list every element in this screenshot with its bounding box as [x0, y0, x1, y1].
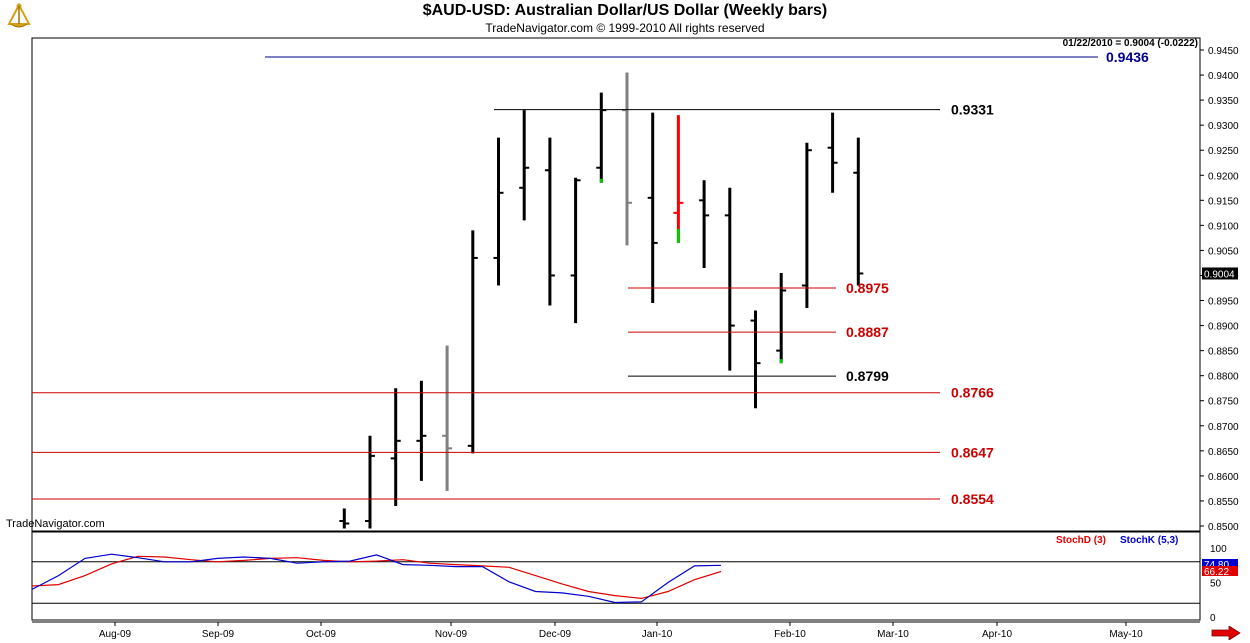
stoch-d-value-box: [1202, 566, 1238, 576]
level-label-0-8799: 0.8799: [846, 368, 889, 384]
time-axis-label: Sep-09: [202, 629, 235, 640]
time-axis-label: Aug-09: [99, 629, 132, 640]
stoch-k-legend: StochK (5,3): [1120, 535, 1178, 546]
price-axis-label: 0.9250: [1208, 146, 1239, 157]
price-axis-label: 0.9350: [1208, 96, 1239, 107]
price-axis-label: 0.9300: [1208, 121, 1239, 132]
price-axis-label: 0.8800: [1208, 372, 1239, 383]
level-label-0-9436: 0.9436: [1106, 49, 1149, 65]
level-label-0-9331: 0.9331: [951, 102, 994, 118]
watermark-text: TradeNavigator.com: [6, 518, 105, 530]
chart-title: $AUD-USD: Australian Dollar/US Dollar (W…: [422, 2, 828, 19]
level-label-0-8766: 0.8766: [951, 385, 994, 401]
price-axis-label: 0.8650: [1208, 447, 1239, 458]
stoch-panel-frame: [31, 531, 1201, 621]
stoch-d-legend: StochD (3): [1056, 535, 1106, 546]
price-axis-label: 0.8600: [1208, 472, 1239, 483]
price-panel-frame: [31, 37, 1201, 532]
level-label-0-8975: 0.8975: [846, 280, 889, 296]
stoch-axis-label: 100: [1210, 544, 1227, 555]
price-axis-label: 0.8700: [1208, 422, 1239, 433]
stoch-k-line: [31, 553, 722, 604]
price-axis-label: 0.9050: [1208, 246, 1239, 257]
time-axis-label: Mar-10: [877, 629, 909, 640]
last-price-label: 0.9004: [1204, 269, 1235, 280]
price-axis-label: 0.8950: [1208, 297, 1239, 308]
scroll-right-arrow-icon[interactable]: [1211, 626, 1241, 640]
price-axis-label: 0.8750: [1208, 397, 1239, 408]
price-axis-label: 0.8500: [1208, 522, 1239, 533]
price-axis-label: 0.9400: [1208, 71, 1239, 82]
price-axis-label: 0.8550: [1208, 497, 1239, 508]
time-axis-label: Feb-10: [774, 629, 806, 640]
last-price-marker: [1202, 267, 1238, 280]
stoch-d-value: 66.22: [1204, 567, 1229, 578]
stoch-k-value: 74.80: [1204, 560, 1229, 571]
price-axis-label: 0.9150: [1208, 196, 1239, 207]
time-axis-label: Oct-09: [306, 629, 336, 640]
stoch-axis-label: 50: [1210, 579, 1222, 590]
last-quote-text: 01/22/2010 = 0.9004 (-0.0222): [1063, 38, 1198, 49]
stoch-k-value-box: [1202, 559, 1238, 569]
time-axis-label: Dec-09: [539, 629, 572, 640]
price-axis-label: 0.8850: [1208, 347, 1239, 358]
sextant-logo-icon: [6, 2, 32, 30]
time-axis-label: Nov-09: [435, 629, 468, 640]
time-axis-label: Jan-10: [642, 629, 673, 640]
stoch-d-line: [31, 555, 722, 600]
stoch-axis-label: 0: [1210, 613, 1216, 624]
level-label-0-8887: 0.8887: [846, 324, 889, 340]
level-label-0-8647: 0.8647: [951, 444, 994, 460]
price-axis-label: 0.9450: [1208, 46, 1239, 57]
time-axis-label: Apr-10: [982, 629, 1012, 640]
price-axis-label: 0.9200: [1208, 171, 1239, 182]
level-label-0-8554: 0.8554: [951, 491, 994, 507]
time-axis-label: May-10: [1109, 629, 1143, 640]
chart-subtitle: TradeNavigator.com © 1999-2010 All right…: [485, 21, 765, 35]
price-axis-label: 0.8900: [1208, 322, 1239, 333]
price-axis-label: 0.9100: [1208, 221, 1239, 232]
